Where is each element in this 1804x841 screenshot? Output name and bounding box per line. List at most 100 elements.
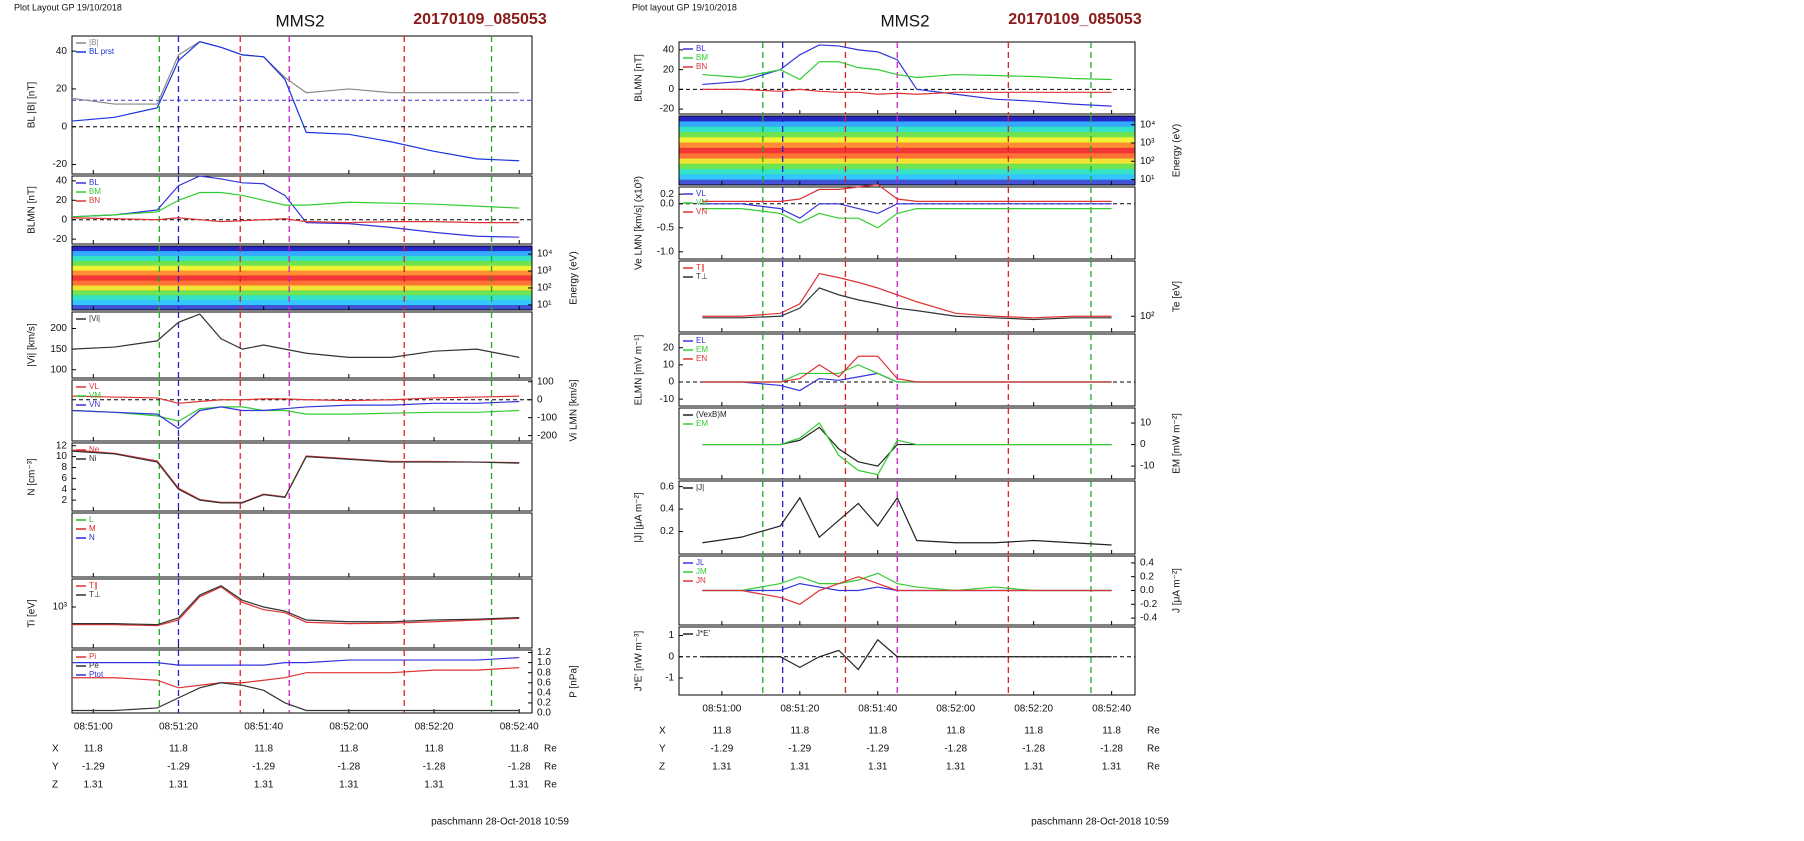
table-cell: Z (659, 762, 665, 773)
y-tick-label: 4 (61, 484, 67, 495)
series-line (72, 586, 520, 627)
y-axis-label: BLMN [nT] (634, 54, 645, 102)
table-cell: Re (544, 762, 557, 773)
y-tick-label: 0.0 (1140, 585, 1154, 596)
y-tick-label: 10³ (53, 602, 68, 613)
y2-axis-label: J [μA m⁻²] (1172, 568, 1183, 613)
legend-label: VN (696, 207, 707, 216)
footer: paschmann 28-Oct-2018 10:59 (431, 817, 569, 828)
y-tick-label: -10 (660, 394, 675, 405)
y-tick-label: 10¹ (1140, 174, 1155, 185)
title: MMS2 (880, 11, 929, 30)
y-tick-label: 10³ (1140, 138, 1155, 149)
panel-frame (71, 311, 533, 379)
y-tick-label: 20 (56, 195, 68, 206)
y-axis-label: BLMN [nT] (27, 186, 38, 234)
y-tick-label: 2 (61, 495, 67, 506)
y-tick-label: 10 (663, 359, 675, 370)
panel-frame (678, 333, 1136, 407)
table-cell: 11.8 (713, 726, 732, 737)
spectrogram-band (679, 126, 1135, 133)
y-tick-label: 0 (61, 121, 67, 132)
table-cell: Z (52, 780, 58, 791)
table-cell: Re (544, 744, 557, 755)
legend-label: |J| (696, 483, 704, 492)
spectrogram-band (72, 295, 532, 301)
y2-axis-label: Vi LMN [km/s] (569, 379, 580, 441)
table-cell: -1.28 (1100, 744, 1123, 755)
x-tick-label: 08:51:00 (74, 722, 113, 733)
x-tick-label: 08:51:40 (244, 722, 283, 733)
legend-label: BM (696, 53, 708, 62)
y-tick-label: 0.4 (537, 687, 551, 698)
event-id: 20170109_085053 (413, 11, 547, 28)
y-tick-label: 0.4 (1140, 558, 1154, 569)
table-cell: 11.8 (1102, 726, 1121, 737)
series-line (702, 576, 1112, 605)
legend-label: L (89, 515, 94, 524)
panel-frame (71, 442, 533, 512)
y-tick-label: 40 (663, 45, 675, 56)
legend-label: T⊥ (696, 272, 708, 281)
panel-frame (71, 512, 533, 578)
y-tick-label: 0.4 (660, 504, 674, 515)
table-cell: Y (659, 744, 666, 755)
y-tick-label: 0.0 (537, 708, 551, 719)
y-tick-label: 0.0 (660, 198, 674, 209)
legend-label: VN (89, 400, 100, 409)
y-tick-label: 0.2 (660, 189, 674, 200)
y-tick-label: 0 (61, 214, 67, 225)
y-tick-label: 0 (537, 394, 543, 405)
table-cell: -1.29 (167, 762, 190, 773)
panel-frame (678, 626, 1136, 696)
y-tick-label: 10⁴ (537, 249, 552, 260)
legend-label: JL (696, 558, 705, 567)
legend-label: BL (696, 44, 706, 53)
header: Plot layout GP 19/10/2018 (632, 2, 737, 12)
table-cell: -1.28 (423, 762, 446, 773)
y-tick-label: 40 (56, 175, 68, 186)
spectrogram-band (72, 300, 532, 306)
legend-label: T⊥ (89, 590, 101, 599)
table-cell: -1.28 (508, 762, 531, 773)
table-cell: -1.28 (944, 744, 967, 755)
table-cell: 1.31 (868, 762, 888, 773)
legend-label: N (89, 533, 95, 542)
panel-frame (678, 480, 1136, 555)
table-cell: Re (1147, 762, 1160, 773)
spectrogram-band (72, 255, 532, 262)
table-cell: X (52, 744, 59, 755)
spectrogram-band (72, 260, 532, 267)
series-line (72, 682, 520, 712)
panel-frame (71, 379, 533, 442)
y-tick-label: 100 (537, 376, 554, 387)
table-cell: 11.8 (425, 744, 444, 755)
panel-frame (678, 260, 1136, 333)
table-cell: -1.29 (866, 744, 889, 755)
spectrogram-band (72, 270, 532, 277)
series-line (71, 395, 520, 404)
series-line (71, 41, 520, 162)
x-tick-label: 08:52:40 (500, 722, 539, 733)
series-line (72, 656, 520, 666)
legend-label: VL (89, 382, 99, 391)
y2-axis-label: EM [mW m⁻²] (1172, 413, 1183, 474)
y-axis-label: J*E' [nW m⁻³] (634, 631, 645, 692)
table-cell: 1.31 (254, 780, 274, 791)
table-cell: -1.29 (710, 744, 733, 755)
y-tick-label: 1.0 (537, 657, 551, 668)
x-tick-label: 08:51:20 (159, 722, 198, 733)
table-cell: Re (1147, 744, 1160, 755)
y2-axis-label: P [nPa] (569, 665, 580, 698)
y-tick-label: 0.2 (1140, 571, 1154, 582)
y-tick-label: -20 (53, 159, 68, 170)
y-axis-label: BL |B| [nT] (27, 82, 38, 129)
table-cell: 1.31 (339, 780, 359, 791)
event-id: 20170109_085053 (1008, 11, 1142, 28)
legend-label: |B| (89, 38, 99, 47)
series-line (71, 175, 520, 238)
table-cell: 1.31 (1024, 762, 1044, 773)
y-tick-label: 0.8 (537, 667, 551, 678)
y-tick-label: 10² (537, 283, 552, 294)
legend-label: |Vi| (89, 314, 100, 323)
